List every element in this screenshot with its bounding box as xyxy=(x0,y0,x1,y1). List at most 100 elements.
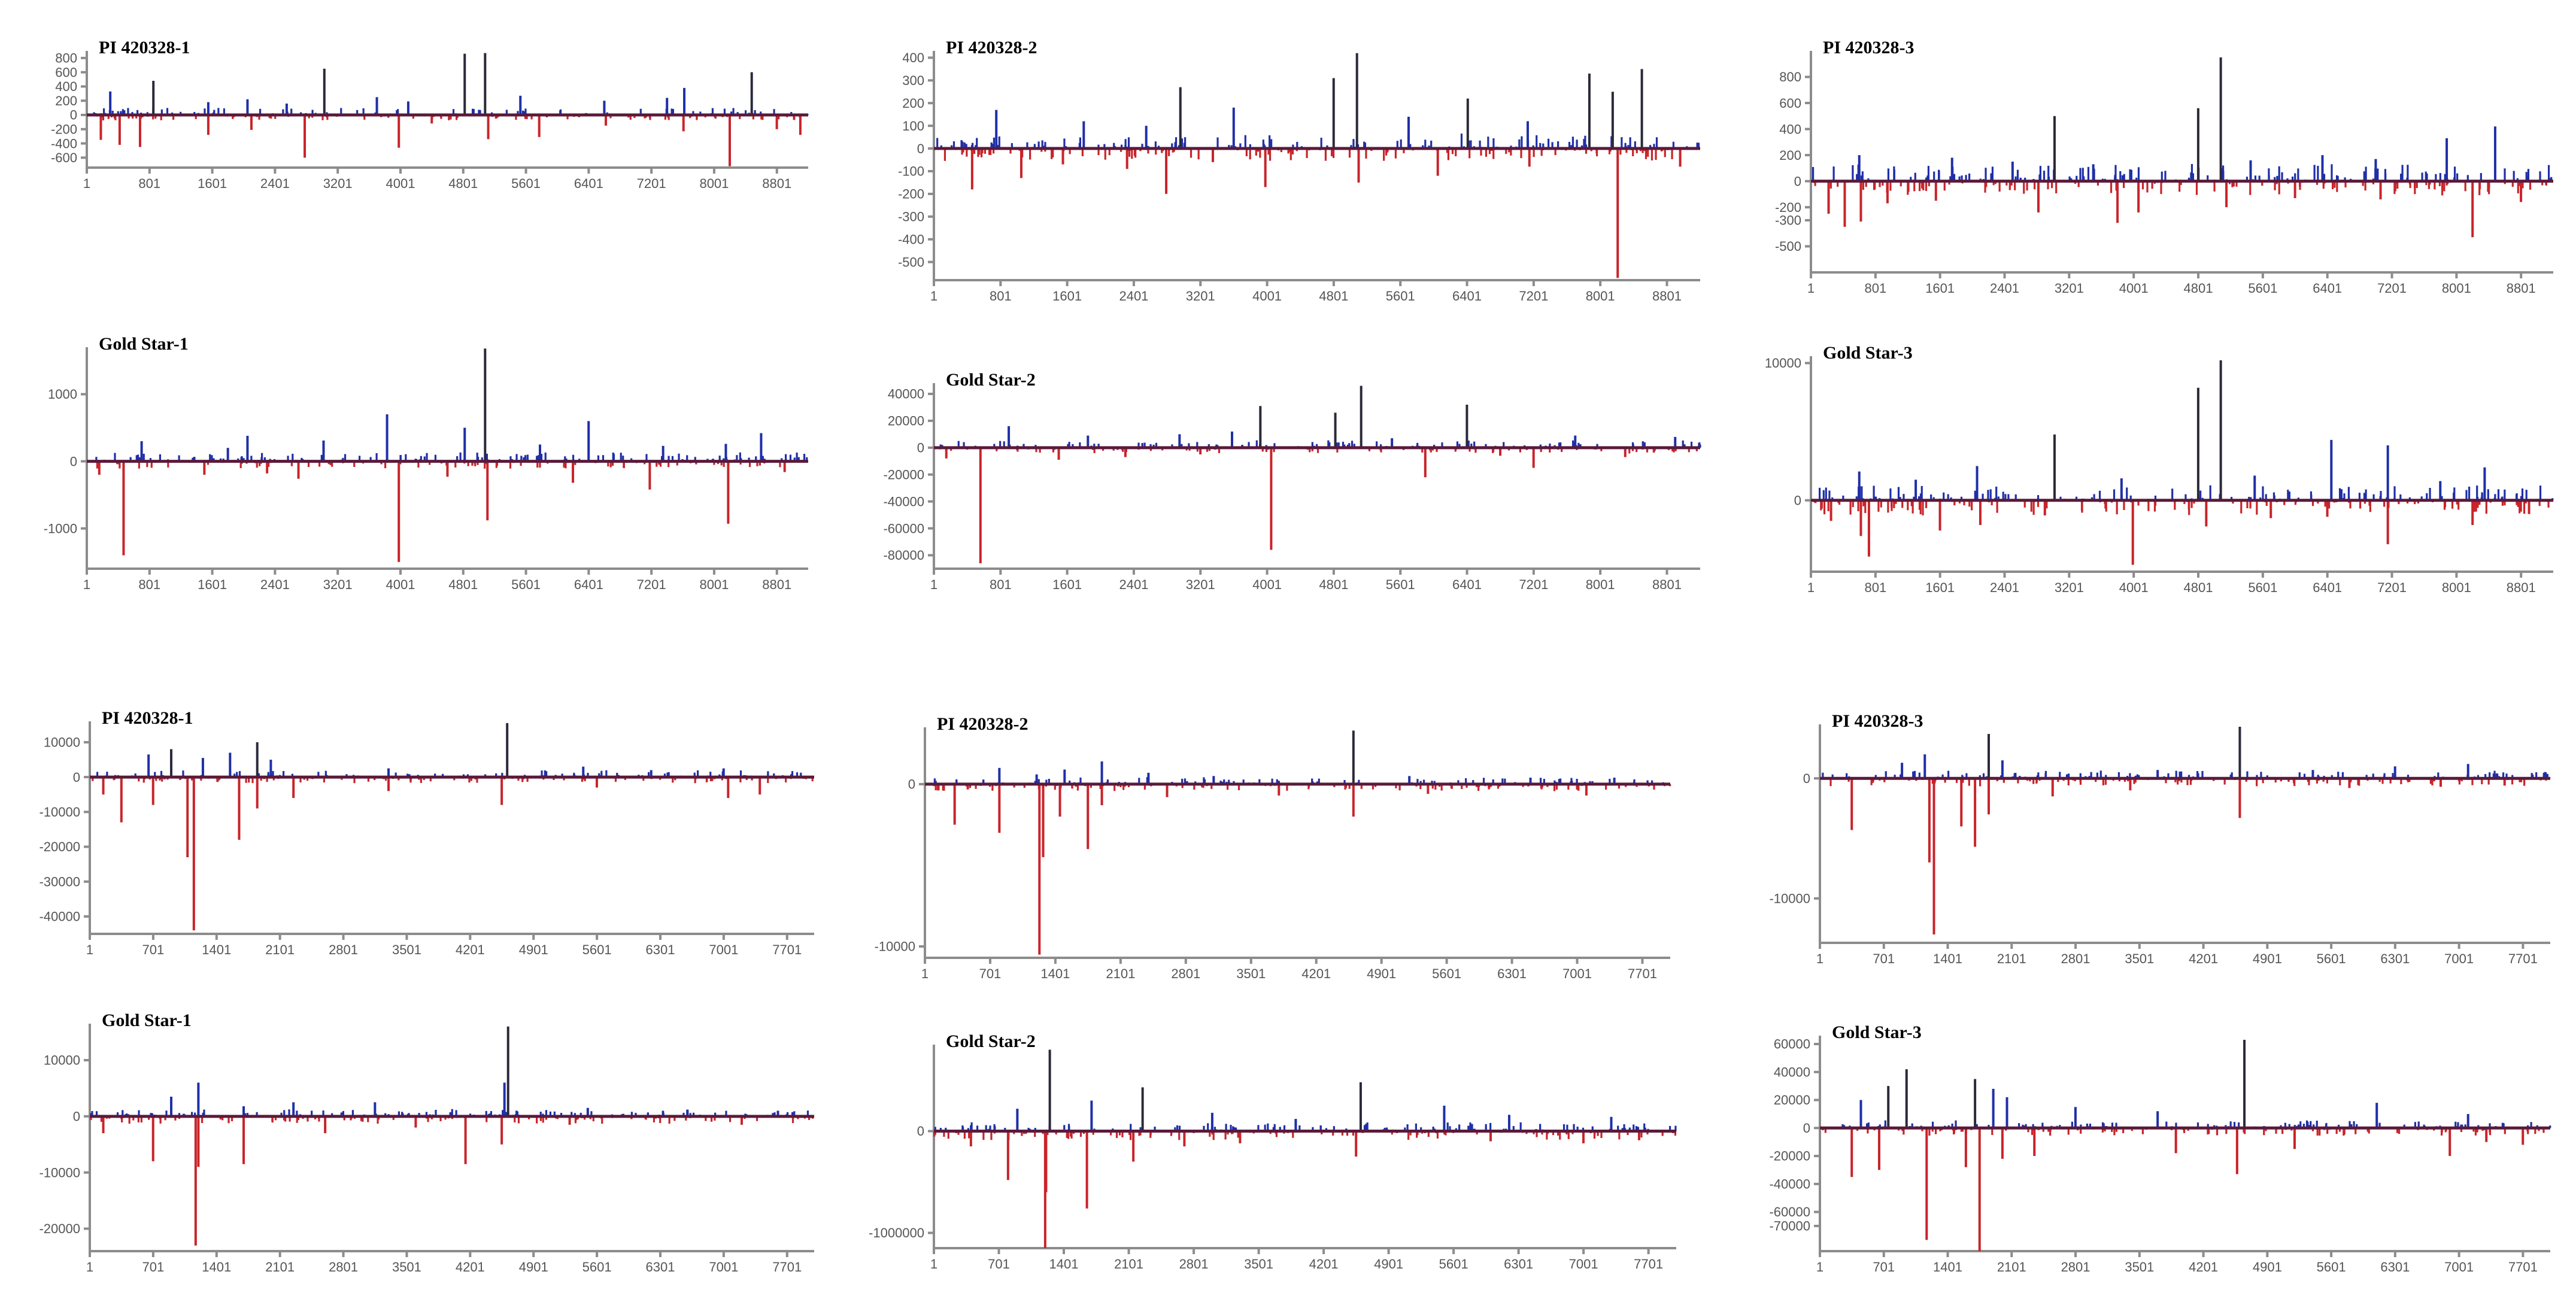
y-tick-label: -1000000 xyxy=(869,1225,924,1240)
x-tick-label: 5601 xyxy=(1386,577,1415,592)
y-tick-label: -500 xyxy=(1775,239,1801,254)
y-tick-label: 600 xyxy=(55,65,77,80)
x-tick-label: 7701 xyxy=(772,942,802,957)
y-tick-label: -10000 xyxy=(1769,891,1810,906)
x-tick-label: 2401 xyxy=(1119,577,1148,592)
x-tick-label: 7001 xyxy=(1562,966,1592,981)
panel-title: PI 420328-1 xyxy=(102,708,193,728)
y-tick-label: -20000 xyxy=(39,839,80,854)
y-tick-label: -500 xyxy=(898,254,924,269)
y-tick-label: -400 xyxy=(51,136,77,151)
x-tick-label: 4801 xyxy=(448,577,478,592)
x-tick-label: 801 xyxy=(1864,281,1886,296)
x-tick-label: 6401 xyxy=(2313,580,2342,595)
chart-panel-D1: 10000 0 -10000 -20000 1 701 1401 2101 2801 3501 42… xyxy=(39,1010,814,1274)
x-tick-label: 1601 xyxy=(1925,580,1955,595)
x-tick-label: 3201 xyxy=(2055,580,2084,595)
y-tick-label: 0 xyxy=(917,141,924,156)
y-tick-label: -100 xyxy=(898,164,924,179)
x-tick-label: 7201 xyxy=(637,577,666,592)
y-tick-label: 300 xyxy=(902,73,924,88)
x-tick-label: 2101 xyxy=(1106,966,1135,981)
y-tick-label: -300 xyxy=(898,210,924,224)
x-tick-label: 7701 xyxy=(2508,951,2538,966)
x-tick-label: 7201 xyxy=(1519,289,1548,304)
panel-title: Gold Star-1 xyxy=(99,334,189,354)
y-tick-label: -200 xyxy=(1775,200,1801,215)
x-tick-label: 1401 xyxy=(202,1260,231,1274)
x-tick-label: 4801 xyxy=(448,176,478,191)
panel-title: PI 420328-3 xyxy=(1832,711,1923,731)
x-tick-label: 8001 xyxy=(1586,289,1615,304)
y-tick-label: 10000 xyxy=(1765,356,1801,371)
y-tick-label: 10000 xyxy=(44,1053,80,1068)
y-tick-label: -80000 xyxy=(883,548,924,563)
x-tick-label: 1401 xyxy=(1040,966,1070,981)
x-tick-label: 4201 xyxy=(456,942,485,957)
y-tick-label: 0 xyxy=(917,1124,924,1139)
x-tick-label: 2801 xyxy=(2061,951,2090,966)
x-tick-label: 801 xyxy=(990,577,1012,592)
y-tick-label: -30000 xyxy=(39,874,80,889)
x-tick-label: 1 xyxy=(930,577,937,592)
y-tick-label: 20000 xyxy=(888,414,924,429)
x-tick-label: 4901 xyxy=(519,942,548,957)
x-tick-label: 3201 xyxy=(1186,577,1215,592)
x-tick-label: 8801 xyxy=(2507,580,2536,595)
x-tick-label: 8001 xyxy=(2442,580,2471,595)
x-tick-label: 4901 xyxy=(519,1260,548,1274)
x-tick-label: 1 xyxy=(1807,580,1815,595)
y-tick-label: 100 xyxy=(902,119,924,133)
x-tick-label: 1601 xyxy=(198,577,227,592)
x-tick-label: 2101 xyxy=(265,1260,295,1274)
y-tick-label: -10000 xyxy=(874,939,915,954)
x-tick-label: 6401 xyxy=(2313,281,2342,296)
x-tick-label: 1601 xyxy=(1925,281,1955,296)
x-tick-label: 4901 xyxy=(1374,1257,1403,1271)
x-tick-label: 5601 xyxy=(2248,580,2277,595)
x-tick-label: 4001 xyxy=(2119,580,2149,595)
y-tick-label: -20000 xyxy=(883,467,924,482)
y-tick-label: -40000 xyxy=(39,909,80,924)
y-tick-label: 10000 xyxy=(44,735,80,750)
x-tick-label: 7701 xyxy=(1628,966,1657,981)
x-tick-label: 3501 xyxy=(392,942,421,957)
x-tick-label: 4901 xyxy=(1367,966,1396,981)
x-tick-label: 7701 xyxy=(1634,1257,1663,1271)
x-tick-label: 7001 xyxy=(2444,951,2474,966)
x-tick-label: 8801 xyxy=(2507,281,2536,296)
x-tick-label: 1401 xyxy=(1933,951,1962,966)
x-tick-label: 8801 xyxy=(762,577,791,592)
chart-panel-A2: 400 300 200 100 0 -100 -200 -300 -400 -500 1 801 160… xyxy=(898,38,1701,304)
x-tick-label: 5601 xyxy=(582,942,612,957)
x-tick-label: 4901 xyxy=(2253,951,2282,966)
y-tick-label: 0 xyxy=(70,108,77,123)
y-tick-label: 400 xyxy=(1779,122,1801,136)
y-tick-label: 400 xyxy=(55,79,77,94)
x-tick-label: 6401 xyxy=(1452,577,1482,592)
x-tick-label: 4201 xyxy=(1301,966,1331,981)
x-tick-label: 5601 xyxy=(2248,281,2277,296)
y-tick-label: 0 xyxy=(70,454,77,469)
x-tick-label: 4201 xyxy=(456,1260,485,1274)
x-tick-label: 6301 xyxy=(646,1260,675,1274)
panel-title: PI 420328-2 xyxy=(946,38,1037,57)
x-tick-label: 7001 xyxy=(709,942,738,957)
chart-panel-C3: 0 -10000 1 701 1401 2101 2801 3501 4201 4901 5601 6… xyxy=(1769,711,2551,966)
chart-panel-C2: 0 -10000 1 701 1401 2101 2801 3501 4201 4901 5601 6… xyxy=(874,714,1671,981)
chart-panel-B3: 10000 0 1 801 1601 2401 3201 4001 4801 5601 6401 72… xyxy=(1765,343,2554,595)
x-tick-label: 801 xyxy=(990,289,1012,304)
x-tick-label: 7201 xyxy=(2377,281,2407,296)
y-tick-label: -200 xyxy=(898,187,924,202)
y-tick-label: 600 xyxy=(1779,96,1801,111)
x-tick-label: 4001 xyxy=(1252,577,1282,592)
y-tick-label: 0 xyxy=(1794,174,1801,189)
x-tick-label: 6301 xyxy=(646,942,675,957)
x-tick-label: 5601 xyxy=(1439,1257,1468,1271)
x-tick-label: 3501 xyxy=(2125,951,2154,966)
x-tick-label: 1 xyxy=(921,966,929,981)
x-tick-label: 1601 xyxy=(198,176,227,191)
x-tick-label: 8801 xyxy=(1652,289,1682,304)
x-tick-label: 701 xyxy=(142,942,165,957)
x-tick-label: 4001 xyxy=(1252,289,1282,304)
